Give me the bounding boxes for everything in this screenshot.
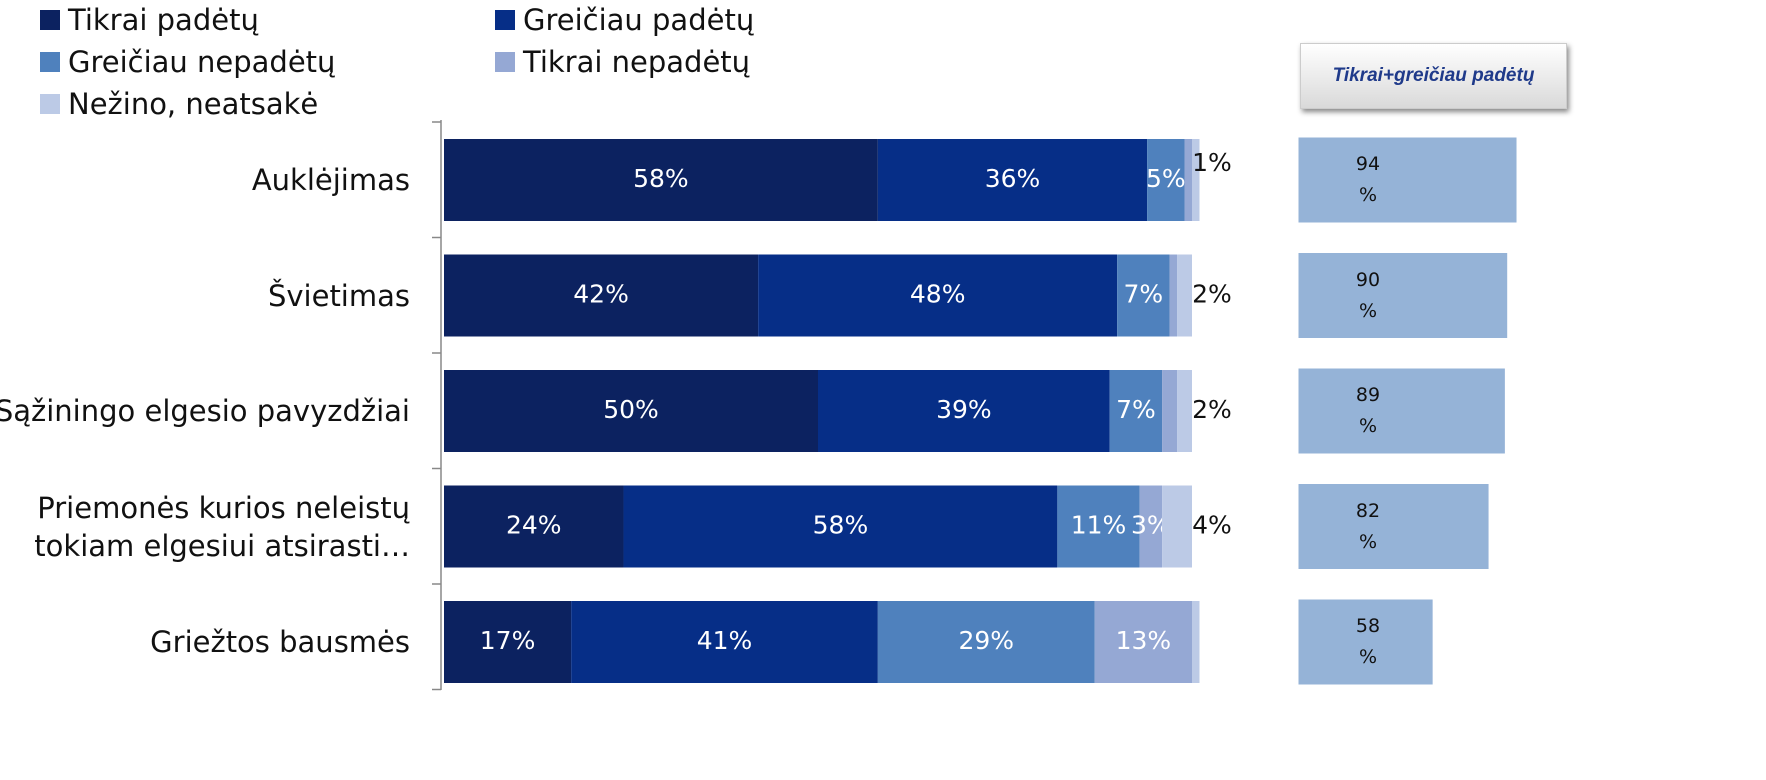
totals-title: Tikrai+greičiau padėtų xyxy=(1300,43,1567,109)
value-label: 58% xyxy=(813,511,869,540)
bar-segment xyxy=(444,370,818,452)
value-label: 7% xyxy=(1116,395,1156,424)
bar-segment xyxy=(1192,139,1200,221)
legend-label: Tikrai nepadėtų xyxy=(523,45,751,79)
legend-label: Tikrai padėtų xyxy=(68,3,259,37)
bar-segment xyxy=(444,485,624,568)
bar-segment xyxy=(1147,139,1185,221)
bar-segment xyxy=(1184,139,1192,221)
value-label: 36% xyxy=(985,164,1041,193)
bar-segment xyxy=(571,601,878,683)
bar-segment xyxy=(1109,370,1163,452)
legend-label: Greičiau padėtų xyxy=(523,3,755,37)
bar-segment xyxy=(877,139,1148,221)
bar-segment xyxy=(877,601,1095,683)
legend-swatch xyxy=(40,52,60,72)
legend-swatch xyxy=(495,10,515,30)
bar-segment xyxy=(444,601,572,683)
value-label: 4% xyxy=(1192,511,1232,540)
bar-segment xyxy=(758,254,1118,337)
value-label: 13% xyxy=(1116,626,1172,655)
total-bar xyxy=(1297,367,1506,455)
value-label: 50% xyxy=(603,395,659,424)
bar-segment xyxy=(1162,485,1192,568)
value-label: 24% xyxy=(506,511,562,540)
total-bar xyxy=(1297,598,1434,686)
legend-swatch xyxy=(40,10,60,30)
bar-segment xyxy=(444,254,759,337)
legend-item: Tikrai padėtų xyxy=(40,3,259,37)
value-label: 39% xyxy=(936,395,992,424)
value-label: 5% xyxy=(1146,164,1186,193)
legend-item: Nežino, neatsakė xyxy=(40,87,318,121)
bar-segment xyxy=(1169,254,1178,337)
total-label: 82 % xyxy=(1355,499,1381,553)
value-label: 7% xyxy=(1124,280,1164,309)
value-label: 1% xyxy=(1192,148,1232,177)
bar-segment xyxy=(1177,370,1192,452)
value-label: 42% xyxy=(573,280,629,309)
total-label: 58 % xyxy=(1355,615,1381,668)
value-label: 11% xyxy=(1071,511,1127,540)
value-label: 17% xyxy=(480,626,536,655)
bar-segment xyxy=(623,485,1058,568)
legend-item: Greičiau padėtų xyxy=(495,3,754,37)
bar-segment xyxy=(818,370,1110,452)
category-label: Švietimas xyxy=(267,278,410,313)
value-label: 41% xyxy=(697,626,753,655)
category-label: Priemonės kurios neleistų tokiam elgesiu… xyxy=(34,490,410,563)
legend-label: Greičiau nepadėtų xyxy=(68,45,336,79)
bar-segment xyxy=(1117,254,1170,337)
value-label: 58% xyxy=(633,164,689,193)
bar-segment xyxy=(1192,601,1200,683)
value-label: 48% xyxy=(910,280,966,309)
total-label: 90 % xyxy=(1355,268,1381,322)
bar-segment xyxy=(444,139,878,221)
legend-label: Nežino, neatsakė xyxy=(68,87,319,121)
total-bar xyxy=(1297,483,1490,570)
total-label: 94 % xyxy=(1355,153,1381,206)
value-label: 2% xyxy=(1192,395,1232,424)
bar-segment xyxy=(1139,485,1163,568)
total-label: 89 % xyxy=(1355,384,1381,437)
bar-segment xyxy=(1094,601,1192,683)
legend-item: Greičiau nepadėtų xyxy=(40,45,335,79)
total-bar xyxy=(1297,136,1518,224)
legend-swatch xyxy=(40,94,60,114)
category-label: Griežtos bausmės xyxy=(150,625,410,659)
category-label: Sąžiningo elgesio pavyzdžiai xyxy=(0,394,410,428)
bar-segment xyxy=(1177,254,1192,337)
legend-item: Tikrai nepadėtų xyxy=(495,45,750,79)
category-label: Auklėjimas xyxy=(251,163,410,197)
bar-segment xyxy=(1057,485,1140,568)
total-bar xyxy=(1297,252,1509,339)
legend-swatch xyxy=(495,52,515,72)
value-label: 2% xyxy=(1192,280,1232,309)
value-label: 29% xyxy=(959,626,1015,655)
bar-segment xyxy=(1162,370,1178,452)
